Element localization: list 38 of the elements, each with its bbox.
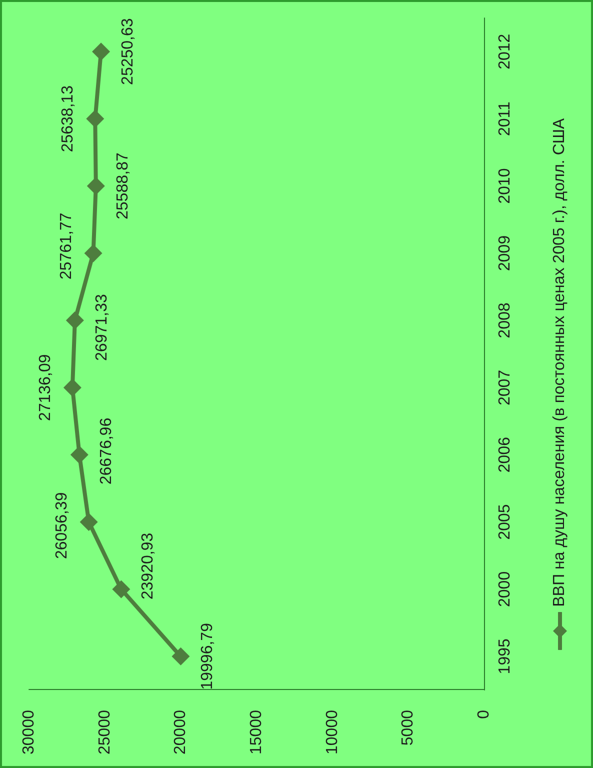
point <box>63 378 82 397</box>
point <box>70 446 88 464</box>
point <box>92 42 110 61</box>
point <box>86 110 104 128</box>
y-tick-label: 2006 <box>496 436 514 473</box>
x-tick-label: 0 <box>476 710 492 719</box>
data-label: 25588,87 <box>114 152 132 220</box>
y-tick-label: 2000 <box>496 571 514 607</box>
point <box>172 647 190 666</box>
point <box>80 513 98 531</box>
x-tick-label: 15000 <box>248 710 265 754</box>
data-label: 26971,33 <box>93 294 110 361</box>
data-label: 25761,77 <box>58 212 75 280</box>
data-label: 25250,63 <box>120 18 137 85</box>
point <box>66 311 84 330</box>
data-label: 19996,79 <box>199 622 216 690</box>
y-tick-label: 2011 <box>496 101 514 136</box>
point <box>84 244 102 262</box>
y-tick-label: 2007 <box>496 370 514 406</box>
y-tick-label: 2005 <box>496 504 514 540</box>
x-tick-label: 10000 <box>324 710 341 754</box>
y-tick-label: 2009 <box>496 235 514 271</box>
point <box>86 177 105 195</box>
data-label: 26676,96 <box>98 418 115 485</box>
data-label: 23920,93 <box>140 532 157 600</box>
y-tick-label: 1995 <box>496 638 514 674</box>
x-tick-label: 30000 <box>20 710 38 754</box>
data-label: 27136,09 <box>36 354 54 421</box>
data-label: 25638,13 <box>60 85 77 152</box>
y-tick-label: 2008 <box>496 302 514 338</box>
x-tick-label: 20000 <box>172 710 190 754</box>
y-tick-label: 2012 <box>496 34 514 70</box>
x-tick-label: 5000 <box>400 710 417 746</box>
x-tick-label: 25000 <box>96 710 114 754</box>
text: ВВП на душу населения (в постоянных ценах 2005 г.), долл. США <box>551 118 569 607</box>
y-tick-label: 2010 <box>496 168 514 204</box>
point <box>112 580 130 598</box>
data-label: 26056,39 <box>53 492 70 560</box>
